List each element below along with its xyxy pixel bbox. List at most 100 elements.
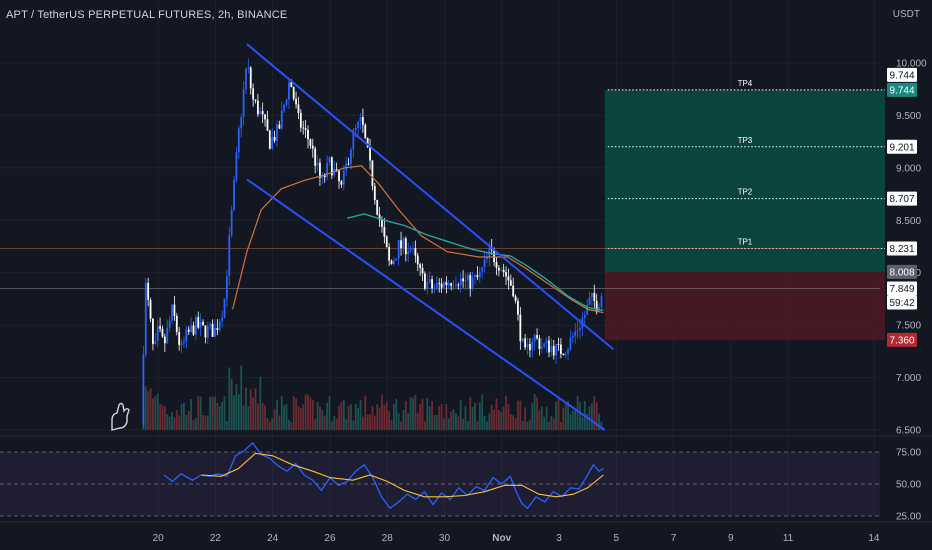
volume-bar <box>233 395 235 430</box>
candle-body <box>395 258 398 261</box>
candle-body <box>268 130 271 149</box>
time-tick-label: 28 <box>382 533 394 544</box>
volume-bar <box>206 415 209 430</box>
volume-bar <box>228 367 231 430</box>
volume-bar <box>576 395 579 430</box>
candle-body <box>521 338 524 342</box>
candle-body <box>459 278 462 286</box>
volume-bar <box>574 410 577 430</box>
volume-bar <box>509 413 512 430</box>
volume-bar <box>526 421 529 430</box>
candle-body <box>540 346 543 349</box>
volume-bar <box>278 415 281 430</box>
volume-bar <box>223 396 226 430</box>
volume-bar <box>156 393 159 430</box>
candle-body <box>557 344 560 345</box>
volume-bar <box>242 405 245 430</box>
candle-body <box>211 323 214 337</box>
tradingview-logo[interactable] <box>111 402 130 431</box>
candle-body <box>152 318 154 344</box>
candle-body <box>543 343 546 347</box>
volume-bar <box>595 402 598 430</box>
candle-body <box>254 99 257 101</box>
volume-bar <box>378 407 381 430</box>
candle-body <box>171 304 173 321</box>
volume-bar <box>237 394 240 430</box>
candle-body <box>457 284 460 286</box>
volume-bar <box>183 402 185 430</box>
candle-body <box>242 89 245 117</box>
volume-bar <box>283 405 286 430</box>
candle-body <box>424 273 426 289</box>
volume-bar <box>466 420 469 430</box>
volume-bar <box>225 420 228 430</box>
volume-bar <box>457 416 460 430</box>
volume-bar <box>288 419 290 430</box>
candle-body <box>564 353 567 356</box>
time-tick-label: 7 <box>671 533 677 544</box>
candle-body <box>326 162 328 178</box>
time-tick-label: Nov <box>492 533 511 544</box>
volume-bar <box>149 388 152 430</box>
candle-body <box>519 314 522 342</box>
volume-bar <box>218 406 221 430</box>
candle-body <box>452 285 455 287</box>
candle-body <box>283 104 286 111</box>
candle-body <box>366 137 369 148</box>
volume-bar <box>581 416 584 430</box>
volume-bar <box>190 399 193 430</box>
volume-bar <box>474 402 476 430</box>
candle-body <box>175 315 178 332</box>
volume-bar <box>202 415 204 430</box>
target-label: TP3 <box>738 136 753 145</box>
time-tick-label: 30 <box>439 533 451 544</box>
time-axis[interactable]: 20 22 24 26 28 30 Nov 3 5 7 9 11 14 <box>153 533 880 544</box>
candle-body <box>428 279 431 282</box>
price-label-box <box>887 139 917 154</box>
price-label-text: 7.360 <box>889 335 914 346</box>
candle-body <box>419 264 422 268</box>
ema-fast-line <box>346 213 604 312</box>
volume-bar <box>292 396 295 430</box>
candle-body <box>400 240 402 249</box>
candle-body <box>526 343 529 348</box>
candle-body <box>342 170 345 185</box>
volume-bar <box>230 378 233 430</box>
volume-bar <box>369 414 371 430</box>
volume-bar <box>354 403 357 430</box>
candle-body <box>464 280 467 282</box>
candle-body <box>507 276 510 281</box>
candle-body <box>450 283 453 286</box>
candle-body <box>493 249 496 263</box>
candle-body <box>497 267 500 271</box>
candle-body <box>600 295 603 308</box>
volume-bar <box>311 399 314 430</box>
target-label: TP4 <box>738 79 753 88</box>
candle-body <box>369 147 371 161</box>
volume-bar <box>476 421 479 430</box>
candle-body <box>478 271 481 278</box>
candle-body <box>257 100 259 115</box>
candle-body <box>469 275 472 289</box>
volume-bar <box>144 386 147 430</box>
volume-bar <box>531 403 534 430</box>
candle-body <box>397 240 400 259</box>
volume-bar <box>502 406 505 430</box>
volume-bar <box>388 411 391 430</box>
descending-channel[interactable] <box>246 43 615 431</box>
candle-body <box>591 292 593 298</box>
candle-body <box>202 321 204 326</box>
target-label: TP1 <box>738 237 753 246</box>
volume-bar <box>519 400 522 430</box>
volume-bar <box>404 400 407 430</box>
candle-body <box>149 299 152 319</box>
candle-body <box>385 236 388 248</box>
candle-body <box>273 136 276 141</box>
candle-body <box>216 328 219 330</box>
volume-bar <box>593 396 596 430</box>
candle-body <box>297 104 300 113</box>
volume-bar <box>517 400 519 430</box>
candle-body <box>190 325 193 332</box>
candle-body <box>576 330 579 332</box>
